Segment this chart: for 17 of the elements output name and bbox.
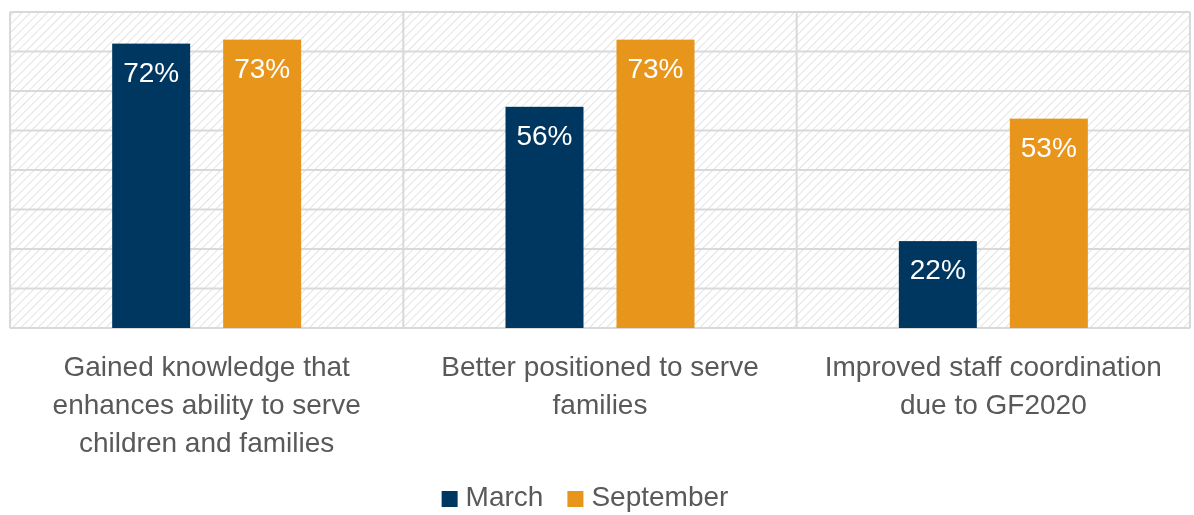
data-label: 56% <box>516 119 573 151</box>
x-tick-label: Gained knowledge that enhances ability to serve children and families <box>52 351 361 458</box>
x-tick-label: Better positioned to serve families <box>441 351 759 420</box>
bar <box>616 39 695 328</box>
data-label: 73% <box>627 52 684 84</box>
data-label: 73% <box>234 52 291 84</box>
bar <box>1009 118 1088 328</box>
bar <box>223 39 302 328</box>
data-label: 53% <box>1020 131 1077 163</box>
x-tick-label: Improved staff coordination due to GF2020 <box>824 351 1162 420</box>
legend-label: March <box>465 481 544 513</box>
bar <box>898 241 977 328</box>
legend-label: September <box>591 481 729 513</box>
bar <box>505 106 584 328</box>
data-label: 22% <box>909 254 966 286</box>
data-label: 72% <box>123 56 180 88</box>
bar <box>112 43 191 328</box>
